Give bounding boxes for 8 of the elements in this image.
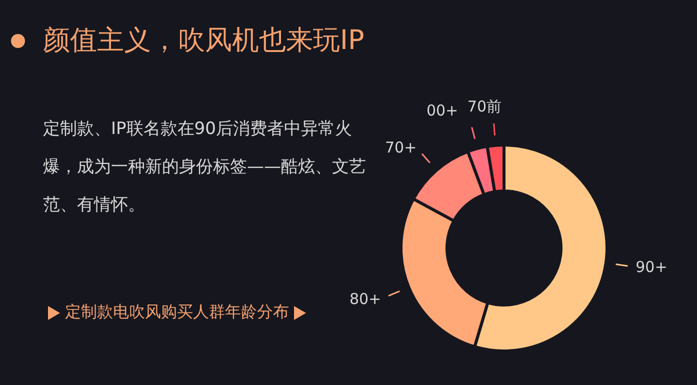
chart-title: 颜值主义，吹风机也来玩IP	[43, 24, 364, 58]
slice-label: 90+	[636, 258, 668, 276]
text: 定制款电吹风购买人群年龄分布	[65, 302, 289, 323]
slice-label: 80+	[349, 290, 382, 308]
slice-label: 70前	[467, 97, 502, 116]
slice-label: 70+	[385, 138, 417, 157]
text: 定制款、IP联名款在90后消费者中异常火爆，成为一种新的身份标签——酷炫、文艺范、有情怀。	[43, 118, 367, 217]
slice-label: 00+	[426, 101, 458, 120]
